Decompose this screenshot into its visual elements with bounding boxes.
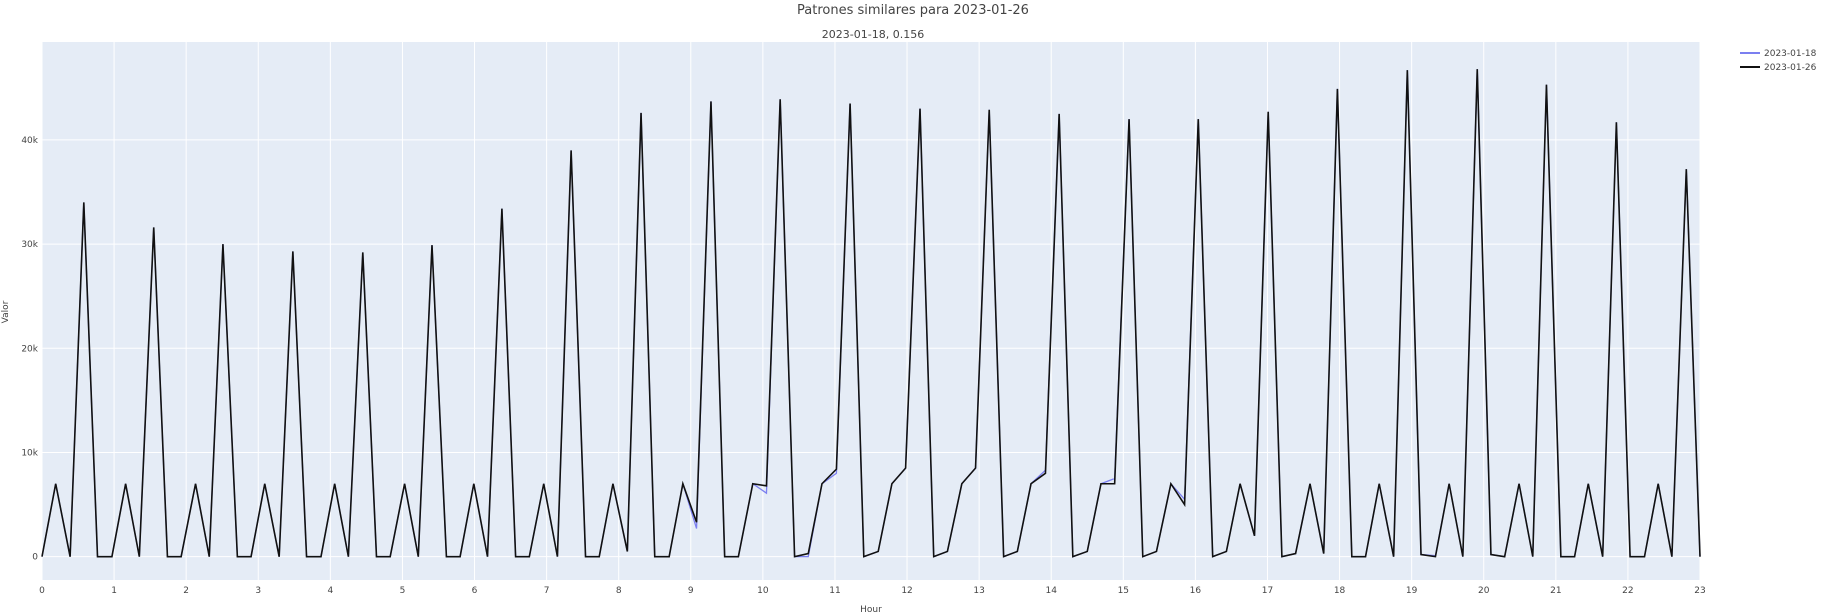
y-tick-label: 30k	[21, 240, 38, 250]
x-tick-label: 6	[472, 586, 478, 596]
y-tick-label: 20k	[21, 344, 38, 354]
x-tick-label: 2	[183, 586, 189, 596]
legend-label: 2023-01-18	[1764, 49, 1817, 59]
x-tick-label: 9	[688, 586, 694, 596]
x-tick-label: 20	[1478, 586, 1490, 596]
x-tick-label: 11	[829, 586, 840, 596]
y-tick-label: 0	[32, 553, 38, 563]
x-tick-label: 22	[1622, 586, 1633, 596]
x-tick-label: 17	[1262, 586, 1273, 596]
x-tick-label: 4	[327, 586, 333, 596]
x-tick-label: 19	[1406, 586, 1418, 596]
x-tick-label: 5	[400, 586, 406, 596]
y-axis-label: Valor	[1, 300, 11, 323]
x-tick-label: 8	[616, 586, 622, 596]
x-tick-label: 21	[1550, 586, 1561, 596]
series-line	[41, 69, 1701, 558]
x-tick-label: 3	[255, 586, 261, 596]
x-tick-label: 12	[901, 586, 912, 596]
legend-label: 2023-01-26	[1764, 63, 1817, 73]
x-tick-label: 18	[1334, 586, 1346, 596]
x-tick-label: 0	[39, 586, 45, 596]
chart-subtitle: 2023-01-18, 0.156	[822, 28, 924, 41]
x-tick-label: 23	[1694, 586, 1705, 596]
x-tick-label: 14	[1045, 586, 1057, 596]
x-tick-label: 13	[973, 586, 984, 596]
chart-title: Patrones similares para 2023-01-26	[797, 3, 1029, 18]
y-tick-label: 10k	[21, 448, 38, 458]
x-tick-label: 16	[1190, 586, 1202, 596]
x-tick-label: 10	[757, 586, 769, 596]
x-tick-label: 1	[111, 586, 117, 596]
plot-area	[42, 42, 1700, 580]
y-tick-label: 40k	[21, 136, 38, 146]
x-axis-label: Hour	[860, 605, 882, 615]
x-tick-label: 15	[1118, 586, 1129, 596]
x-tick-label: 7	[544, 586, 550, 596]
